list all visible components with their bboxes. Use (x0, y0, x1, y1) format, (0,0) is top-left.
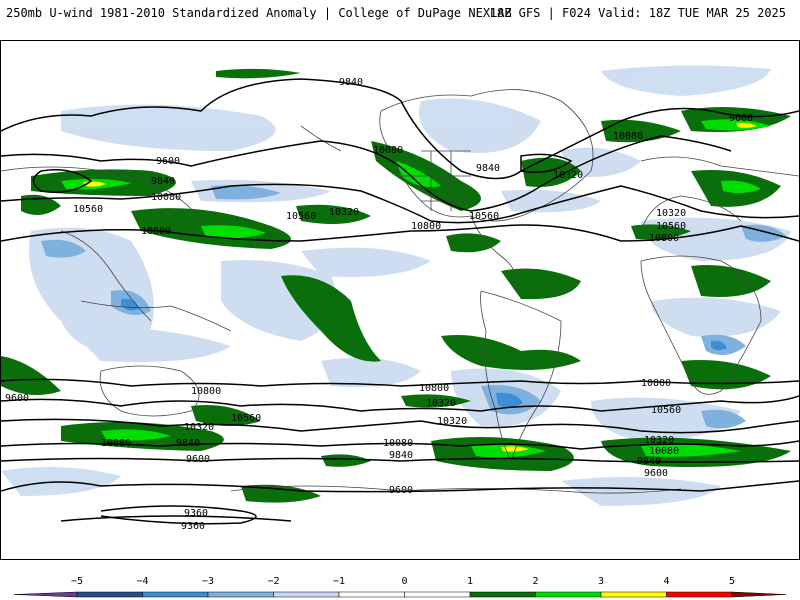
contour-label: 10800 (641, 378, 671, 389)
contour-label: 9600 (186, 454, 210, 465)
colorbar-tick-labels: −5 −4 −3 −2 −1 0 1 2 3 4 5 (71, 576, 735, 587)
colorbar-swatch (142, 591, 209, 598)
height-contours (1, 78, 799, 525)
contour-label: 9840 (476, 163, 500, 174)
colorbar-tick-label: 3 (598, 576, 604, 587)
colorbar-swatch (338, 591, 405, 598)
contour-label: 10560 (651, 405, 681, 416)
map-panel: 9840 9600 9840 10080 10560 10800 10080 9… (0, 40, 800, 560)
contour-label: 10080 (613, 131, 643, 142)
contour-label: 10320 (184, 422, 214, 433)
contour-label: 9840 (637, 456, 661, 467)
contour-label: 9360 (181, 521, 205, 532)
contour-label: 10800 (191, 386, 221, 397)
colorbar-swatch (273, 591, 340, 598)
contour-label: 10080 (101, 438, 131, 449)
colorbar-tick-label: 4 (663, 576, 669, 587)
colorbar-swatch (76, 591, 143, 598)
contour-label: 10080 (373, 145, 403, 156)
contour-label: 10800 (141, 226, 171, 237)
contour-label: 10080 (151, 192, 181, 203)
contour-label: 9360 (184, 508, 208, 519)
contour-label: 10800 (419, 383, 449, 394)
map-canvas: 9840 9600 9840 10080 10560 10800 10080 9… (1, 65, 799, 532)
positive-anomaly-shading-strong (61, 119, 771, 458)
contour-label: 10560 (286, 211, 316, 222)
colorbar-swatch (207, 591, 274, 598)
colorbar-tick-label: −1 (333, 576, 345, 587)
colorbar-swatches (13, 591, 787, 598)
contour-label: 9840 (151, 176, 175, 187)
contour-label: 9840 (176, 438, 200, 449)
contour-label: 10320 (437, 416, 467, 427)
colorbar-swatch (469, 591, 536, 598)
contour-label: 9600 (5, 393, 29, 404)
contour-label: 10320 (644, 435, 674, 446)
contour-label: 10560 (469, 211, 499, 222)
contour-label: 10800 (411, 221, 441, 232)
colorbar-tick-label: 1 (467, 576, 473, 587)
colorbar-swatch (13, 591, 78, 598)
contour-label: 9600 (644, 468, 668, 479)
contour-label: 10320 (329, 207, 359, 218)
negative-anomaly-shading-core (121, 298, 727, 408)
contour-label: 9600 (729, 113, 753, 124)
contour-label: 9600 (389, 485, 413, 496)
map-title: 250mb U-wind 1981-2010 Standardized Anom… (6, 6, 512, 20)
contour-label: 10320 (426, 398, 456, 409)
colorbar-tick-label: −5 (71, 576, 83, 587)
contour-label: 10560 (231, 413, 261, 424)
colorbar-tick-label: −4 (136, 576, 148, 587)
model-run-info: 18Z GFS | F024 Valid: 18Z TUE MAR 25 202… (489, 6, 786, 20)
colorbar-tick-label: −2 (267, 576, 279, 587)
contour-label: 10560 (656, 221, 686, 232)
contour-label: 10800 (649, 233, 679, 244)
colorbar-swatch (731, 591, 787, 598)
colorbar-tick-label: 2 (532, 576, 538, 587)
contour-label: 10080 (649, 446, 679, 457)
contour-label: 10560 (73, 204, 103, 215)
contour-labels: 9840 9600 9840 10080 10560 10800 10080 9… (5, 77, 753, 532)
contour-label: 10320 (553, 170, 583, 181)
contour-label: 9840 (339, 77, 363, 88)
colorbar-tick-label: 5 (729, 576, 735, 587)
contour-label: 10320 (656, 208, 686, 219)
contour-label: 9600 (156, 156, 180, 167)
contour-label: 9840 (389, 450, 413, 461)
colorbar-tick-label: −3 (202, 576, 214, 587)
contour-label: 10080 (383, 438, 413, 449)
colorbar-swatch (404, 591, 471, 598)
colorbar-legend: −5 −4 −3 −2 −1 0 1 2 3 4 5 (13, 576, 787, 598)
colorbar-tick-label: 0 (401, 576, 407, 587)
colorbar-swatch (535, 591, 602, 598)
colorbar-swatch (600, 591, 667, 598)
colorbar-swatch (666, 591, 733, 598)
